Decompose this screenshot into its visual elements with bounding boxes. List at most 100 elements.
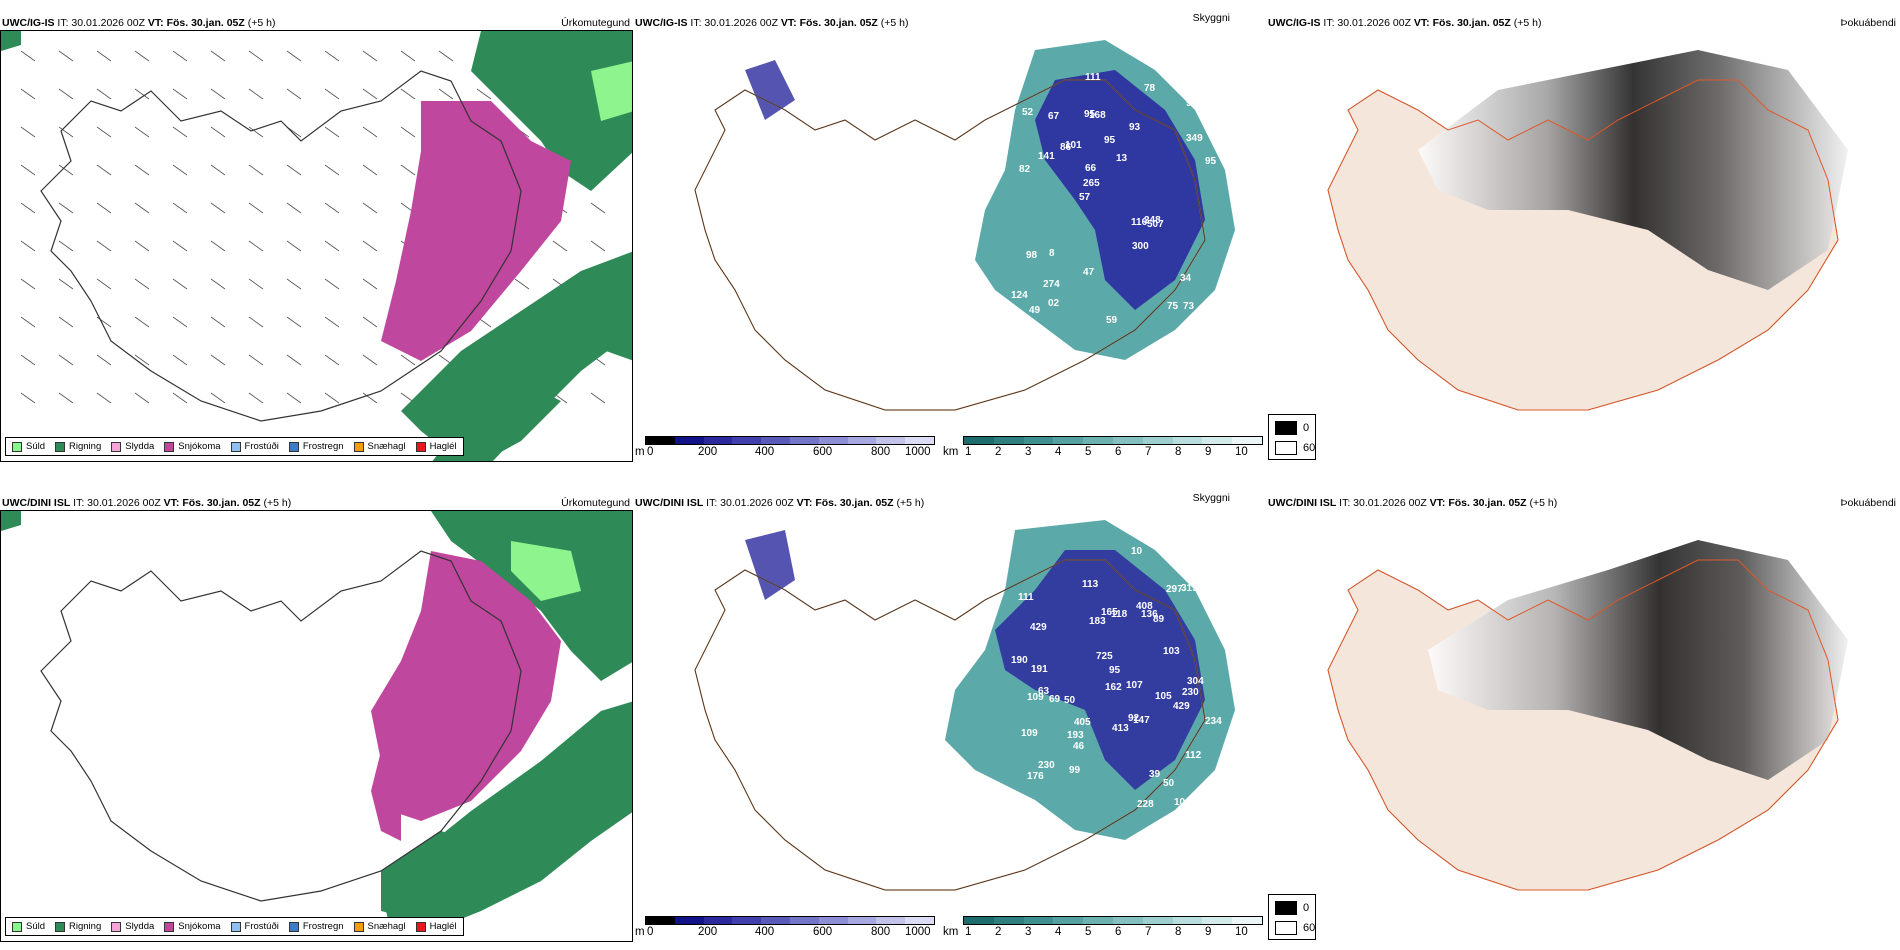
ceiling-label: 95 [1109,665,1121,676]
cbar-cell [993,917,1024,924]
legend-label: Súld [26,441,46,452]
wind-barb [400,164,416,176]
ceiling-label: 52 [1022,107,1034,118]
rain-area-east [601,292,632,361]
wind-barb [438,88,454,100]
visibility-map[interactable]: 73 82 91 57 93 49 95 95 98 101 124 274 168 13 507 52 111… [635,30,1265,430]
fog-value-high: 60 [1303,922,1316,934]
wind-barb [324,202,340,214]
wind-barb [286,50,302,62]
wind-barb [58,88,74,100]
fog-index-map-2[interactable] [1268,510,1898,910]
iceland-coastline [40,70,522,422]
valid-time: VT: Fös. 30.jan. 05Z [796,497,894,509]
wind-barb [210,240,226,252]
wind-barb [134,392,150,404]
model-name: UWC/IG-IS [1268,17,1321,29]
ceiling-tick: 1000 [905,446,931,458]
legend-item: Snæhagl [353,921,406,932]
visibility-map-2-svg: 101 63 92 111 112 429 230 50 89 165 136 50 46 113 107 1… [694,520,1235,891]
rain-area-nw [1,511,21,531]
cbar-cell [818,437,848,444]
wind-barb [362,50,378,62]
legend-swatch [230,921,241,932]
wind-barb [210,278,226,290]
rain-area-south-2 [381,831,501,921]
ceiling-label: 319 [1181,583,1198,594]
visibility-tick: 2 [995,926,1002,938]
fog-index-legend: 0 60 [1268,894,1316,940]
precip-type-map[interactable]: Súld Rigning Slydda Snjókoma Frostúði Fr… [0,30,633,462]
wind-barb [134,164,150,176]
fog-value-high: 60 [1303,442,1316,454]
wind-barb [172,88,188,100]
cbar-cell [1202,917,1233,924]
wind-barb [590,240,606,252]
wind-barb [286,354,302,366]
legend-label: Rigning [69,921,102,932]
cbar-cell [1232,437,1262,444]
wind-barb [172,278,188,290]
wind-barb [400,50,416,62]
wind-barb [172,354,188,366]
wind-barb [248,240,264,252]
precip-type-map-2-svg [1,511,632,931]
visibility-tick: 4 [1055,446,1062,458]
wind-barb [96,126,112,138]
wind-barb [400,88,416,100]
legend-label: Frostúði [244,441,279,452]
fog-swatch-low [1275,901,1297,915]
cbar-cell [1112,917,1143,924]
init-time: IT: 30.01.2026 00Z [1339,497,1427,509]
wind-barb [134,354,150,366]
ceiling-label: 109 [1021,728,1038,739]
cbar-cell [761,437,790,444]
ceiling-label: 59 [1106,315,1118,326]
cbar-cell [1053,917,1084,924]
legend-label: Frostúði [244,921,279,932]
visibility-tick: 6 [1115,926,1122,938]
panel-label-visibility: Skyggni [1192,12,1230,24]
cbar-cell [1142,917,1173,924]
legend-item: Haglél [415,441,457,452]
wind-barb [248,88,264,100]
ceiling-label: 34 [1180,273,1192,284]
ceiling-colorbar-bar [645,916,935,925]
wind-barb [58,202,74,214]
wind-barb [286,164,302,176]
wind-barb [172,202,188,214]
ceiling-label: 93 [1129,122,1141,133]
drizzle-area [511,541,581,601]
ceiling-label: 413 [1112,723,1129,734]
wind-barb [210,50,226,62]
panel-title-fog-2: UWC/DINI ISL IT: 30.01.2026 00Z VT: Fös.… [1268,497,1557,509]
wind-barb [172,240,188,252]
wind-barb [172,164,188,176]
wind-barb [134,50,150,62]
cbar-cell [1023,917,1054,924]
ceiling-label: 39 [1149,769,1161,780]
visibility-unit: km [943,446,959,458]
fog-swatch-high [1275,441,1297,455]
lead-time: (+5 h) [1529,497,1558,509]
wind-barb [58,240,74,252]
wind-barb [58,354,74,366]
fog-index-map[interactable] [1268,30,1898,430]
precip-type-map-2[interactable]: Súld Rigning Slydda Snjókoma Frostúði Fr… [0,510,633,942]
legend-label: Snjókoma [178,921,221,932]
ceiling-label: 107 [1126,680,1143,691]
wind-barb [134,88,150,100]
wind-barb [134,240,150,252]
wind-barb [362,88,378,100]
wind-barb [286,240,302,252]
wind-barb [96,164,112,176]
ceiling-label: 105 [1155,691,1172,702]
wind-barb [20,164,36,176]
ceiling-label: 13 [1116,153,1128,164]
panel-label-fog-index: Þokuábendi [1840,497,1896,509]
visibility-map-2[interactable]: 101 63 92 111 112 429 230 50 89 165 136 50 46 113 107 1… [635,510,1265,910]
legend-item: Súld [12,441,45,452]
wind-barb [362,126,378,138]
wind-barb [552,240,568,252]
ceiling-label: 191 [1031,664,1048,675]
